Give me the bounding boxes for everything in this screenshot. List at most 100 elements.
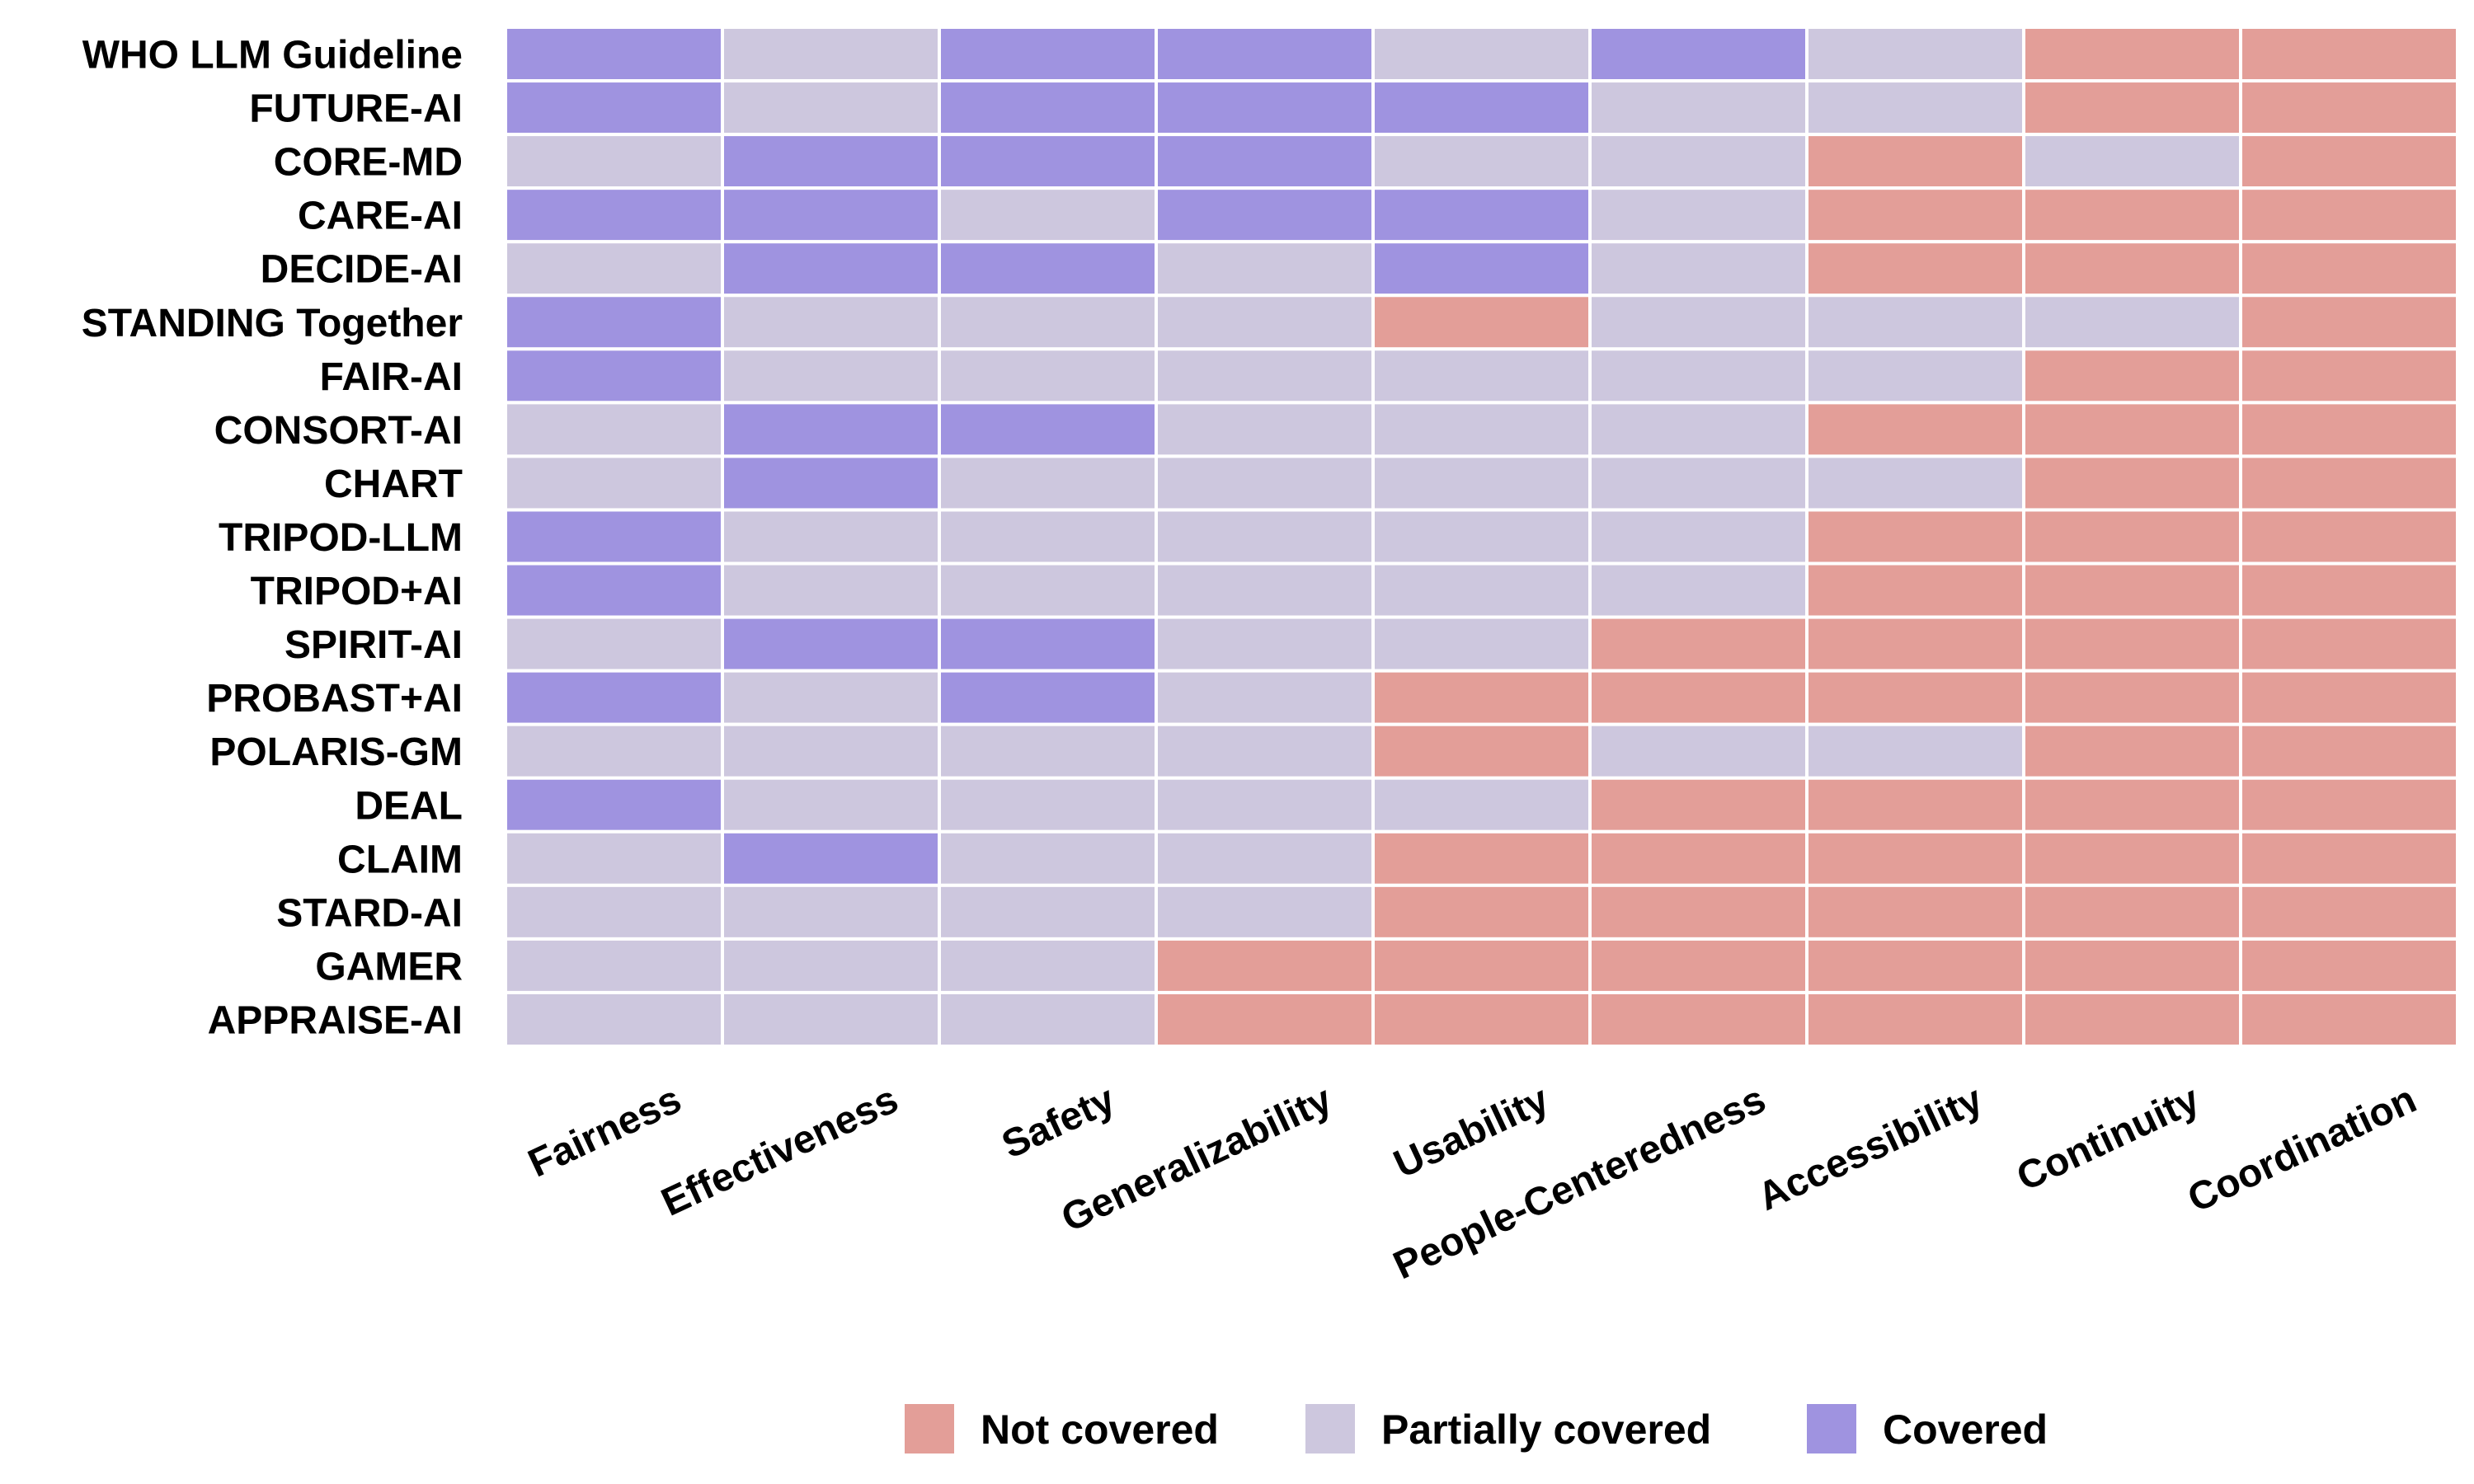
heatmap-cell	[2239, 26, 2459, 83]
heatmap-cell	[1805, 294, 2025, 351]
heatmap-cell	[1588, 186, 1808, 244]
heatmap-cell	[1588, 401, 1808, 458]
heatmap-cell	[2022, 347, 2242, 405]
legend-swatch	[1807, 1404, 1856, 1453]
heatmap-cell	[2239, 347, 2459, 405]
heatmap-cell	[2022, 454, 2242, 512]
heatmap-cell	[721, 883, 941, 941]
heatmap-cell	[1588, 133, 1808, 190]
heatmap-cell	[1805, 401, 2025, 458]
heatmap-cell	[1371, 133, 1592, 190]
heatmap-cell	[938, 294, 1158, 351]
heatmap-cell	[1588, 829, 1808, 887]
heatmap-cell	[2239, 454, 2459, 512]
y-tick-label: CHART	[324, 463, 463, 506]
heatmap-cell	[721, 990, 941, 1049]
heatmap-cells	[504, 26, 2459, 1049]
heatmap-cell	[1805, 79, 2025, 137]
heatmap-cell	[1805, 508, 2025, 566]
heatmap-cell	[1155, 79, 1375, 137]
heatmap-cell	[1371, 669, 1592, 726]
heatmap-cell	[2022, 937, 2242, 994]
y-tick-label: STARD-AI	[276, 891, 463, 935]
heatmap-cell	[1155, 186, 1375, 244]
heatmap-cell	[1155, 561, 1375, 619]
heatmap-cell	[1371, 829, 1592, 887]
heatmap-cell	[2239, 615, 2459, 673]
heatmap-cell	[2022, 883, 2242, 941]
heatmap-cell	[504, 294, 724, 351]
x-tick-label: Accessibility	[1752, 1078, 1990, 1219]
x-tick-label: People-Centeredness	[1387, 1078, 1772, 1288]
heatmap-cell	[504, 347, 724, 405]
heatmap-cell	[1371, 294, 1592, 351]
legend-label: Not covered	[981, 1407, 1219, 1453]
y-tick-label: SPIRIT-AI	[285, 623, 463, 667]
heatmap-cell	[2022, 26, 2242, 83]
heatmap-cell	[1805, 347, 2025, 405]
heatmap-cell	[1371, 186, 1592, 244]
heatmap-cell	[721, 508, 941, 566]
heatmap-cell	[2239, 508, 2459, 566]
y-tick-label: GAMER	[315, 945, 463, 989]
y-tick-label: FAIR-AI	[320, 355, 463, 399]
heatmap-cell	[721, 776, 941, 834]
heatmap-cell	[504, 133, 724, 190]
heatmap-cell	[721, 294, 941, 351]
y-tick-label: CARE-AI	[298, 195, 463, 238]
heatmap-cell	[1155, 722, 1375, 780]
heatmap-cell	[721, 615, 941, 673]
legend-label: Partially covered	[1381, 1407, 1711, 1453]
y-tick-label: POLARIS-GM	[209, 730, 463, 774]
heatmap-cell	[1371, 883, 1592, 941]
y-tick-label: WHO LLM Guideline	[82, 34, 463, 77]
heatmap-cell	[1371, 776, 1592, 834]
heatmap-cell	[938, 990, 1158, 1049]
heatmap-cell	[1805, 240, 2025, 298]
y-tick-label: CLAIM	[337, 838, 463, 881]
y-tick-label: TRIPOD+AI	[251, 570, 463, 613]
heatmap-cell	[1588, 240, 1808, 298]
heatmap-cell	[721, 669, 941, 726]
heatmap-cell	[2239, 401, 2459, 458]
legend-label: Covered	[1883, 1407, 2048, 1453]
heatmap-cell	[1588, 347, 1808, 405]
heatmap-cell	[1805, 722, 2025, 780]
heatmap-cell	[721, 26, 941, 83]
heatmap-cell	[721, 133, 941, 190]
heatmap-cell	[721, 937, 941, 994]
heatmap-cell	[2022, 615, 2242, 673]
x-tick-label: Usability	[1387, 1078, 1555, 1187]
heatmap-cell	[1588, 883, 1808, 941]
heatmap-cell	[938, 240, 1158, 298]
y-tick-label: DEAL	[355, 784, 463, 828]
y-tick-label: APPRAISE-AI	[208, 998, 463, 1042]
legend-item: Covered	[1807, 1404, 2048, 1453]
y-tick-label: STANDING Together	[82, 302, 463, 345]
heatmap-cell	[1805, 186, 2025, 244]
heatmap-cell	[1155, 347, 1375, 405]
y-axis-labels: WHO LLM Guideline FUTURE-AI CORE-MD CARE-AI…	[82, 34, 463, 1043]
heatmap-cell	[938, 829, 1158, 887]
heatmap-cell	[1155, 883, 1375, 941]
heatmap-cell	[2022, 508, 2242, 566]
heatmap-cell	[2022, 776, 2242, 834]
heatmap-cell	[938, 615, 1158, 673]
x-tick-label: Effectiveness	[655, 1078, 905, 1225]
heatmap-cell	[1371, 347, 1592, 405]
legend-item: Partially covered	[1305, 1404, 1711, 1453]
heatmap-cell	[938, 508, 1158, 566]
heatmap-cell	[938, 937, 1158, 994]
heatmap-cell	[2022, 829, 2242, 887]
heatmap-cell	[1805, 776, 2025, 834]
heatmap-cell	[938, 669, 1158, 726]
heatmap-cell	[1588, 508, 1808, 566]
y-tick-label: PROBAST+AI	[206, 677, 463, 721]
heatmap-cell	[504, 722, 724, 780]
heatmap-cell	[504, 990, 724, 1049]
heatmap-cell	[721, 454, 941, 512]
heatmap-cell	[1155, 669, 1375, 726]
heatmap-cell	[504, 776, 724, 834]
heatmap-cell	[1155, 990, 1375, 1049]
